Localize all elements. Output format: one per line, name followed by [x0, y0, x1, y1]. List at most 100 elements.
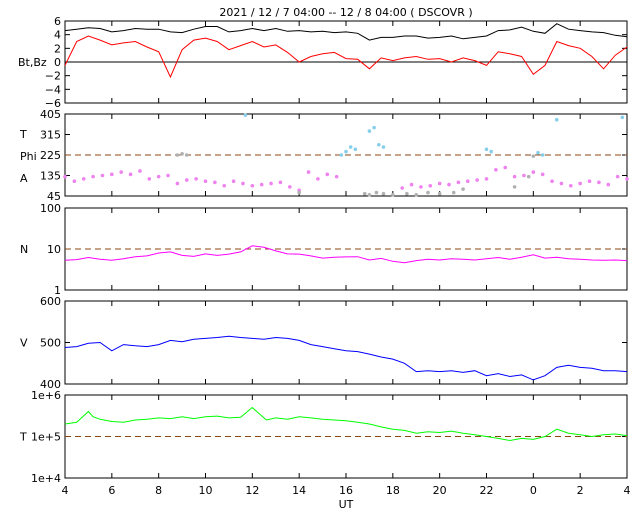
angles-series-0-point: [91, 174, 95, 179]
x-tick-label: 18: [386, 484, 400, 497]
b-field-y-tick-label: 0: [54, 56, 61, 69]
angles-series-0-point: [100, 173, 105, 178]
angles-series-2-point: [414, 193, 419, 197]
angles-series-0-point: [428, 183, 433, 188]
angles-series-2-point: [175, 153, 180, 157]
temperature-y-axis-title: T: [19, 431, 27, 444]
x-tick-label: 4: [62, 484, 69, 497]
b-field-y-tick-label: 6: [54, 15, 61, 28]
angles-series-0-point: [278, 180, 283, 185]
angles-series-0-point: [138, 169, 142, 173]
temperature-series-0-line: [64, 406, 628, 442]
b-field-y-tick-label: −2: [45, 70, 61, 83]
angles-series-0-point: [475, 178, 479, 182]
x-tick-label: 0: [530, 484, 537, 497]
speed-y-tick-label: 600: [40, 295, 61, 308]
angles-panel: 405 315 225 135 45 T Phi A: [19, 108, 629, 203]
angles-series-1-point: [243, 113, 248, 117]
angles-series-0-point: [597, 180, 601, 185]
angles-series-0-point: [250, 183, 255, 188]
angles-series-1-point: [372, 125, 376, 130]
angles-series-0-point: [325, 172, 330, 177]
angles-series-0-point: [540, 172, 545, 177]
angles-series-0-point: [625, 177, 629, 181]
angles-series-0-point: [512, 174, 517, 179]
x-tick-label: 14: [292, 484, 306, 497]
angles-series-1-point: [381, 145, 386, 149]
x-tick-label: 20: [433, 484, 447, 497]
angles-series-2-point: [381, 191, 386, 196]
angles-series-2-point: [526, 174, 531, 179]
x-tick-label: 4: [624, 484, 631, 497]
angles-series-2-point: [451, 190, 456, 195]
angles-y-axis-title: Phi: [20, 150, 37, 163]
angles-series-1-point: [339, 153, 344, 157]
b-field-series-1-line: [64, 35, 628, 79]
angles-series-0-point: [147, 177, 152, 181]
angles-series-1-point: [489, 149, 493, 154]
angles-series-0-point: [306, 170, 311, 174]
angles-series-1-point: [554, 117, 559, 122]
angles-y-tick-label: 225: [40, 149, 61, 162]
x-tick-label: 8: [155, 484, 162, 497]
angles-y-tick-label: 45: [47, 190, 61, 203]
angles-series-2-point: [374, 190, 379, 195]
angles-series-1-point: [348, 145, 353, 149]
angles-series-0-point: [269, 181, 273, 186]
speed-y-tick-label: 400: [40, 378, 61, 391]
b-field-series-0-line: [64, 23, 628, 41]
angles-series-0-point: [503, 165, 508, 170]
speed-frame: [64, 300, 628, 385]
angles-series-1-point: [367, 129, 372, 133]
angles-series-0-point: [606, 182, 611, 187]
speed-panel: 600 500 400 V: [20, 295, 628, 391]
angles-series-2-point: [367, 193, 372, 197]
angles-series-1-point: [344, 149, 348, 154]
angles-series-0-point: [587, 179, 592, 183]
angles-series-0-point: [72, 179, 77, 183]
angles-series-0-point: [166, 173, 170, 178]
angles-series-0-point: [409, 182, 414, 187]
angles-series-0-point: [419, 185, 423, 189]
angles-series-0-point: [259, 182, 264, 187]
angles-series-0-point: [578, 181, 582, 186]
b-field-y-tick-label: 4: [54, 29, 61, 42]
angles-series-1-point: [540, 153, 545, 157]
angles-series-0-point: [128, 172, 133, 177]
angles-series-0-point: [213, 180, 217, 185]
angles-series-0-point: [456, 180, 461, 185]
b-field-y-axis-title: Bt,Bz: [18, 56, 47, 69]
angles-series-2-point: [437, 191, 442, 196]
speed-y-axis-title: V: [20, 337, 28, 350]
angles-series-2-point: [362, 191, 367, 196]
angles-y-tick-label: 315: [40, 129, 61, 142]
temperature-y-tick-label: 1e+5: [31, 431, 61, 444]
angles-series-0-point: [494, 168, 498, 172]
x-tick-label: 12: [245, 484, 259, 497]
angles-series-0-point: [288, 185, 292, 189]
b-field-y-tick-label: −6: [45, 97, 61, 110]
angles-series-1-point: [620, 115, 625, 120]
angles-series-0-point: [156, 174, 161, 179]
angles-series-0-point: [531, 170, 536, 174]
angles-series-1-point: [484, 147, 489, 152]
angles-series-0-point: [559, 181, 564, 186]
angles-series-0-point: [550, 179, 554, 183]
angles-series-0-point: [81, 177, 86, 181]
x-tick-label: 6: [108, 484, 115, 497]
angles-y-tick-label: 135: [40, 170, 61, 183]
angles-series-0-point: [119, 170, 123, 174]
angles-series-0-point: [465, 179, 470, 183]
angles-series-0-point: [222, 183, 227, 188]
angles-series-1-point: [376, 142, 381, 147]
angles-y-axis-title: T: [19, 128, 27, 141]
angles-series-0-point: [522, 173, 526, 178]
angles-series-0-point: [484, 177, 489, 181]
angles-series-2-point: [405, 191, 409, 196]
angles-series-1-point: [353, 147, 358, 152]
density-panel: 100 10 1 N: [20, 202, 628, 297]
density-y-axis-title: N: [20, 243, 28, 256]
density-y-tick-label: 10: [47, 243, 61, 256]
